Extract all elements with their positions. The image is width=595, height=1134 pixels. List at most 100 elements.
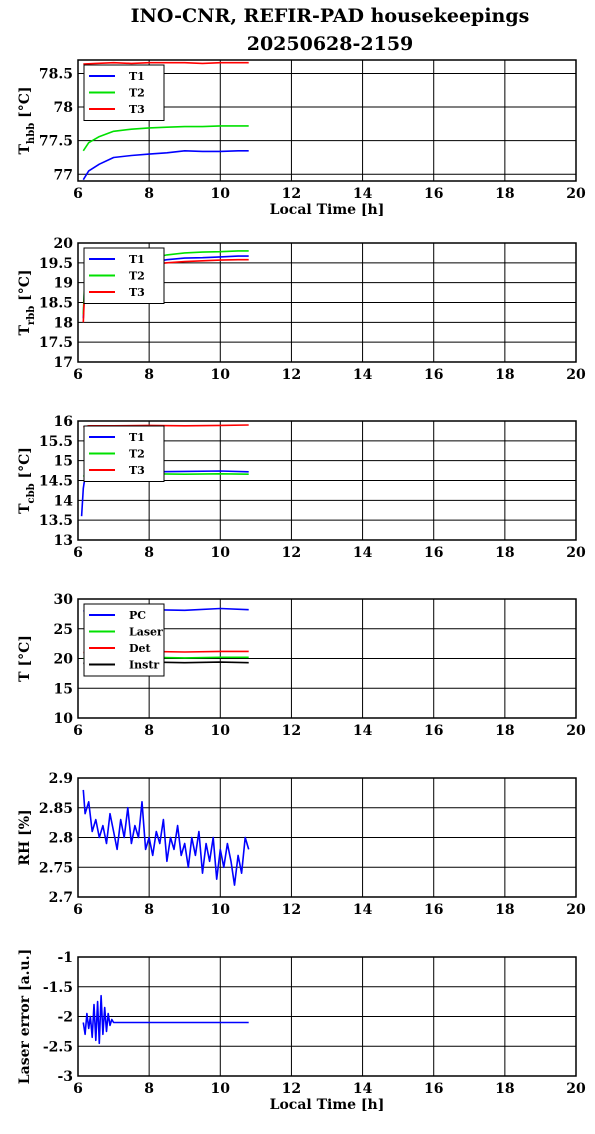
x-tick-label: 12 [282, 367, 301, 383]
y-tick-label: -1.5 [43, 980, 73, 996]
y-axis-label: Tcbb [°C] [17, 447, 37, 514]
x-tick-label: 6 [73, 545, 83, 561]
y-axis-label: T [°C] [17, 635, 33, 682]
x-axis-label: Local Time [h] [270, 202, 385, 218]
x-tick-label: 10 [211, 1081, 231, 1097]
x-tick-label: 14 [353, 902, 373, 918]
x-tick-label: 10 [211, 367, 231, 383]
x-tick-label: 18 [495, 367, 514, 383]
y-tick-label: 2.85 [39, 801, 73, 817]
y-tick-label: 15.5 [39, 434, 73, 450]
legend-label-pc: PC [129, 609, 146, 622]
x-tick-label: 18 [495, 186, 514, 202]
legend-label-laser: Laser [129, 626, 163, 639]
x-tick-label: 20 [566, 723, 586, 739]
x-tick-label: 12 [282, 1081, 301, 1097]
x-tick-label: 6 [73, 902, 83, 918]
y-tick-label: 2.75 [39, 860, 73, 876]
y-tick-label: -2.5 [43, 1039, 73, 1055]
panel-thbb: 77 77.5 78 78.5 6 8 10 12 14 16 18 20 Local Time [h]… [17, 59, 586, 218]
y-tick-label: 15 [54, 681, 73, 697]
panel-tinst: 10 15 20 25 30 6 8 10 12 14 16 18 20 T [°C] PC Laser Det… [17, 592, 586, 739]
x-tick-label: 8 [144, 723, 154, 739]
x-tick-label: 6 [73, 367, 83, 383]
x-tick-label: 10 [211, 186, 231, 202]
y-tick-label: 17 [54, 355, 73, 371]
y-tick-label: 25 [54, 622, 73, 638]
x-tick-label: 18 [495, 545, 514, 561]
x-tick-label: 10 [211, 902, 231, 918]
x-tick-label: 20 [566, 1081, 586, 1097]
y-tick-label: 20 [54, 652, 74, 668]
legend-label-t3: T3 [129, 103, 145, 116]
plot-frame [77, 420, 577, 541]
plot-frame [77, 777, 577, 898]
x-tick-label: 16 [424, 367, 443, 383]
legend-label-t1: T1 [129, 431, 145, 444]
x-tick-label: 10 [211, 723, 231, 739]
legend-label-t1: T1 [129, 70, 145, 83]
series-line-data [82, 789, 250, 886]
y-tick-label: 2.8 [49, 831, 73, 847]
y-tick-label: 19 [54, 276, 73, 292]
x-tick-label: 8 [144, 1081, 154, 1097]
legend-label-instr: Instr [129, 659, 159, 672]
y-axis-label: RH [%] [17, 809, 33, 865]
y-tick-label: 13.5 [39, 513, 73, 529]
series-line-t3 [83, 61, 249, 65]
x-tick-label: 20 [566, 367, 586, 383]
x-tick-label: 16 [424, 902, 443, 918]
legend-label-det: Det [129, 642, 152, 655]
plot-frame [77, 956, 577, 1077]
x-tick-label: 14 [353, 186, 373, 202]
x-tick-label: 6 [73, 186, 83, 202]
x-tick-label: 16 [424, 545, 443, 561]
y-tick-label: 20 [54, 236, 74, 252]
y-tick-label: -3 [57, 1069, 73, 1085]
y-tick-label: 77.5 [39, 134, 73, 150]
y-tick-label: 18 [54, 315, 73, 331]
y-axis-label: Trbb [°C] [17, 270, 37, 336]
x-tick-label: 8 [144, 545, 154, 561]
x-tick-label: 14 [353, 545, 373, 561]
y-tick-label: 78 [54, 100, 73, 116]
legend-label-t1: T1 [129, 253, 145, 266]
x-tick-label: 12 [282, 545, 301, 561]
panel-rh: 2.7 2.75 2.8 2.85 2.9 6 8 10 12 14 16 18 20 RH [%] [17, 771, 586, 918]
y-tick-label: 2.7 [49, 890, 73, 906]
figure-subtitle: 20250628-2159 [247, 33, 414, 55]
y-tick-label: 10 [54, 711, 74, 727]
y-tick-label: 16 [54, 414, 73, 430]
x-tick-label: 18 [495, 1081, 514, 1097]
series-line-data [82, 994, 249, 1045]
panel-trbb: 17 17.5 18 18.5 19 19.5 20 6 8 10 12 14 16 18 20 Trbb [… [17, 236, 586, 383]
x-tick-label: 18 [495, 902, 514, 918]
x-tick-label: 14 [353, 367, 373, 383]
panel-tcbb: 13 13.5 14 14.5 15 15.5 16 6 8 10 12 14 16 18 20 Tcbb [… [17, 414, 586, 561]
x-tick-label: 8 [144, 902, 154, 918]
legend-label-t2: T2 [129, 87, 145, 100]
series-line-t2 [82, 125, 249, 152]
series-line-t1 [82, 150, 249, 181]
y-tick-label: 14 [54, 493, 74, 509]
y-tick-label: 13 [54, 533, 73, 549]
x-tick-label: 14 [353, 723, 373, 739]
x-tick-label: 20 [566, 545, 586, 561]
y-tick-label: -1 [57, 950, 73, 966]
y-tick-label: 15 [54, 454, 73, 470]
legend-label-t2: T2 [129, 270, 145, 283]
x-tick-label: 16 [424, 186, 443, 202]
y-tick-label: 17.5 [39, 335, 73, 351]
y-tick-label: 78.5 [39, 66, 73, 82]
y-tick-label: 30 [54, 592, 74, 608]
plot-frame [77, 59, 577, 182]
x-tick-label: 6 [73, 723, 83, 739]
x-axis-label: Local Time [h] [270, 1097, 385, 1113]
y-tick-label: 19.5 [39, 256, 73, 272]
legend-label-t3: T3 [129, 286, 145, 299]
x-tick-label: 14 [353, 1081, 373, 1097]
figure-title: INO-CNR, REFIR-PAD housekeepings [131, 5, 530, 27]
x-tick-label: 18 [495, 723, 514, 739]
panels: 77 77.5 78 78.5 6 8 10 12 14 16 18 20 Local Time [h]… [17, 59, 586, 1113]
